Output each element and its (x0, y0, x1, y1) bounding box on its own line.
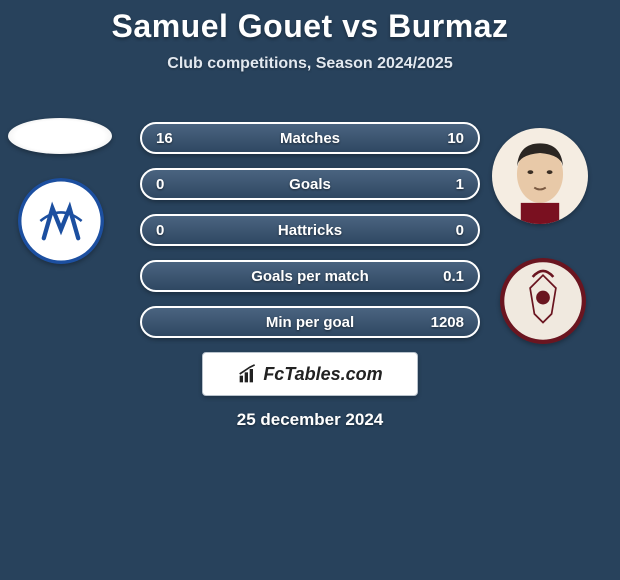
branding-label: FcTables.com (263, 364, 382, 385)
right-club-crest (500, 258, 586, 344)
stat-row: 0Hattricks0 (140, 214, 480, 246)
branding-box: FcTables.com (202, 352, 418, 396)
stat-row: Min per goal1208 (140, 306, 480, 338)
stat-label: Min per goal (142, 314, 478, 331)
stat-row: 0Goals1 (140, 168, 480, 200)
stat-row: Goals per match0.1 (140, 260, 480, 292)
date-label: 25 december 2024 (0, 410, 620, 430)
stat-row: 16Matches10 (140, 122, 480, 154)
club-crest-icon (18, 178, 104, 264)
left-player-avatar (8, 118, 112, 154)
stat-label: Goals (142, 176, 478, 193)
face-placeholder-icon (492, 128, 588, 224)
right-player-avatar (492, 128, 588, 224)
left-club-crest (18, 178, 104, 264)
subtitle: Club competitions, Season 2024/2025 (0, 55, 620, 73)
stat-label: Goals per match (142, 268, 478, 285)
stat-label: Hattricks (142, 222, 478, 239)
club-crest-icon (500, 258, 586, 344)
page-title: Samuel Gouet vs Burmaz (0, 0, 620, 45)
stat-label: Matches (142, 130, 478, 147)
bar-chart-icon (237, 364, 259, 384)
comparison-stats: 16Matches10 0Goals1 0Hattricks0 Goals per m… (140, 122, 480, 352)
